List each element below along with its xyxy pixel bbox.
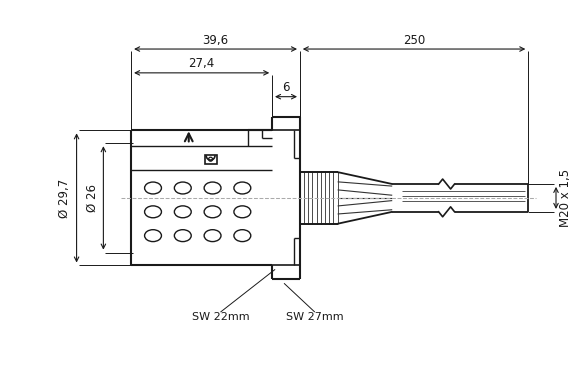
Text: 250: 250 xyxy=(403,34,425,46)
Text: SW 27mm: SW 27mm xyxy=(286,312,344,322)
Text: SW 22mm: SW 22mm xyxy=(192,312,249,322)
Text: 6: 6 xyxy=(282,81,290,94)
Text: 39,6: 39,6 xyxy=(203,34,228,46)
Text: Ø 29,7: Ø 29,7 xyxy=(58,178,71,218)
Text: Ø 26: Ø 26 xyxy=(86,184,99,212)
Bar xyxy=(205,155,216,164)
Text: 27,4: 27,4 xyxy=(189,57,215,70)
Text: M20 x 1,5: M20 x 1,5 xyxy=(560,169,572,227)
